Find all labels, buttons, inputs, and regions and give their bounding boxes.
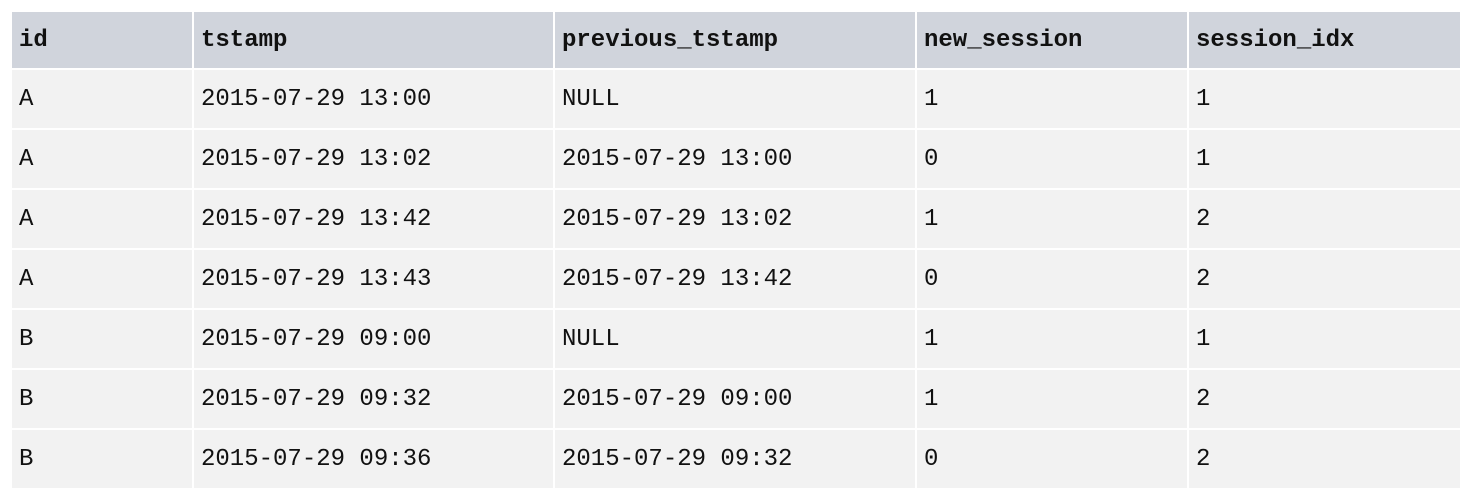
cell-session-idx: 1: [1187, 309, 1460, 370]
cell-session-idx: 2: [1187, 369, 1460, 430]
header-row: id tstamp previous_tstamp new_session se…: [12, 12, 1460, 70]
table-row: B 2015-07-29 09:00 NULL 1 1: [12, 309, 1460, 370]
cell-tstamp: 2015-07-29 13:43: [192, 249, 554, 310]
cell-new-session: 0: [915, 129, 1188, 190]
cell-new-session: 1: [915, 309, 1188, 370]
cell-new-session: 0: [915, 249, 1188, 310]
cell-previous-tstamp: NULL: [553, 69, 916, 130]
cell-id: B: [12, 429, 193, 490]
cell-session-idx: 1: [1187, 69, 1460, 130]
table-row: A 2015-07-29 13:42 2015-07-29 13:02 1 2: [12, 189, 1460, 250]
cell-id: B: [12, 309, 193, 370]
column-header-session-idx: session_idx: [1187, 12, 1460, 70]
cell-id: A: [12, 189, 193, 250]
cell-new-session: 1: [915, 369, 1188, 430]
cell-tstamp: 2015-07-29 09:00: [192, 309, 554, 370]
cell-id: A: [12, 69, 193, 130]
cell-session-idx: 2: [1187, 189, 1460, 250]
cell-new-session: 1: [915, 189, 1188, 250]
cell-id: A: [12, 129, 193, 190]
cell-previous-tstamp: 2015-07-29 09:32: [553, 429, 916, 490]
column-header-new-session: new_session: [915, 12, 1188, 70]
column-header-previous-tstamp: previous_tstamp: [553, 12, 916, 70]
table-row: A 2015-07-29 13:00 NULL 1 1: [12, 69, 1460, 130]
table-row: B 2015-07-29 09:36 2015-07-29 09:32 0 2: [12, 429, 1460, 490]
cell-previous-tstamp: 2015-07-29 13:00: [553, 129, 916, 190]
cell-tstamp: 2015-07-29 13:00: [192, 69, 554, 130]
session-table-container: id tstamp previous_tstamp new_session se…: [12, 12, 1460, 490]
cell-previous-tstamp: NULL: [553, 309, 916, 370]
cell-new-session: 0: [915, 429, 1188, 490]
column-header-id: id: [12, 12, 193, 70]
cell-previous-tstamp: 2015-07-29 13:02: [553, 189, 916, 250]
cell-previous-tstamp: 2015-07-29 13:42: [553, 249, 916, 310]
cell-session-idx: 1: [1187, 129, 1460, 190]
table-row: B 2015-07-29 09:32 2015-07-29 09:00 1 2: [12, 369, 1460, 430]
cell-new-session: 1: [915, 69, 1188, 130]
table-header: id tstamp previous_tstamp new_session se…: [12, 12, 1460, 70]
column-header-tstamp: tstamp: [192, 12, 554, 70]
cell-id: A: [12, 249, 193, 310]
session-table: id tstamp previous_tstamp new_session se…: [12, 12, 1460, 490]
cell-tstamp: 2015-07-29 09:36: [192, 429, 554, 490]
cell-previous-tstamp: 2015-07-29 09:00: [553, 369, 916, 430]
cell-session-idx: 2: [1187, 249, 1460, 310]
table-row: A 2015-07-29 13:43 2015-07-29 13:42 0 2: [12, 249, 1460, 310]
table-row: A 2015-07-29 13:02 2015-07-29 13:00 0 1: [12, 129, 1460, 190]
cell-id: B: [12, 369, 193, 430]
table-body: A 2015-07-29 13:00 NULL 1 1 A 2015-07-29…: [12, 69, 1460, 490]
cell-tstamp: 2015-07-29 13:42: [192, 189, 554, 250]
cell-tstamp: 2015-07-29 13:02: [192, 129, 554, 190]
cell-session-idx: 2: [1187, 429, 1460, 490]
cell-tstamp: 2015-07-29 09:32: [192, 369, 554, 430]
